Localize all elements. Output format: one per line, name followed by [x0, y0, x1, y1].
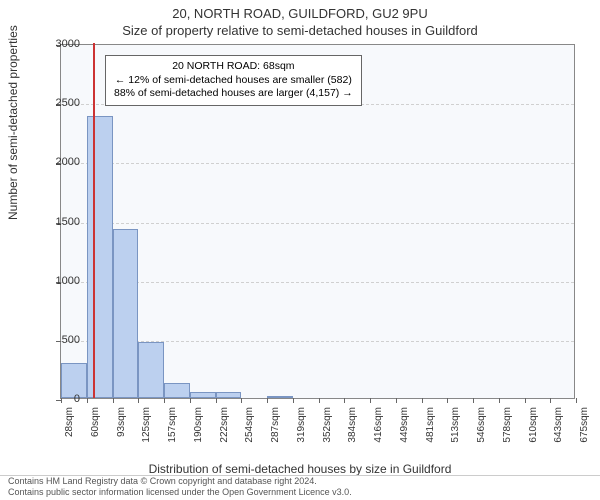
chart-title-line1: 20, NORTH ROAD, GUILDFORD, GU2 9PU	[0, 0, 600, 21]
xtick-mark	[319, 398, 320, 403]
xtick-mark	[113, 398, 114, 403]
xtick-label: 190sqm	[193, 407, 204, 457]
xtick-label: 352sqm	[322, 407, 333, 457]
xtick-mark	[216, 398, 217, 403]
property-marker-line	[93, 43, 95, 398]
chart-title-line2: Size of property relative to semi-detach…	[0, 21, 600, 38]
xtick-mark	[267, 398, 268, 403]
xtick-mark	[241, 398, 242, 403]
xtick-label: 254sqm	[244, 407, 255, 457]
annotation-box: 20 NORTH ROAD: 68sqm← 12% of semi-detach…	[105, 55, 362, 106]
histogram-bar	[216, 392, 242, 398]
xtick-label: 513sqm	[450, 407, 461, 457]
xtick-mark	[164, 398, 165, 403]
xtick-mark	[499, 398, 500, 403]
xtick-label: 578sqm	[502, 407, 513, 457]
histogram-bar	[87, 116, 113, 398]
ytick-label: 0	[40, 393, 80, 405]
xtick-label: 287sqm	[270, 407, 281, 457]
histogram-bar	[164, 383, 190, 398]
xtick-label: 60sqm	[90, 407, 101, 457]
histogram-bar	[138, 342, 164, 398]
annotation-line: 20 NORTH ROAD: 68sqm	[114, 60, 353, 74]
xtick-mark	[190, 398, 191, 403]
footer-line2: Contains public sector information licen…	[8, 487, 600, 498]
xtick-label: 93sqm	[116, 407, 127, 457]
ytick-label: 3000	[40, 38, 80, 50]
xtick-label: 157sqm	[167, 407, 178, 457]
xtick-mark	[525, 398, 526, 403]
x-axis-label: Distribution of semi-detached houses by …	[0, 462, 600, 476]
xtick-mark	[87, 398, 88, 403]
ytick-label: 2500	[40, 97, 80, 109]
annotation-line: ← 12% of semi-detached houses are smalle…	[114, 74, 353, 88]
ytick-label: 1500	[40, 216, 80, 228]
y-axis-label: Number of semi-detached properties	[6, 25, 20, 220]
xtick-mark	[293, 398, 294, 403]
xtick-mark	[576, 398, 577, 403]
annotation-line: 88% of semi-detached houses are larger (…	[114, 87, 353, 101]
xtick-mark	[396, 398, 397, 403]
ytick-label: 500	[40, 334, 80, 346]
xtick-label: 610sqm	[528, 407, 539, 457]
xtick-label: 675sqm	[579, 407, 590, 457]
xtick-label: 125sqm	[141, 407, 152, 457]
xtick-mark	[447, 398, 448, 403]
histogram-bar	[190, 392, 216, 398]
ytick-label: 1000	[40, 275, 80, 287]
xtick-label: 28sqm	[64, 407, 75, 457]
xtick-label: 481sqm	[425, 407, 436, 457]
xtick-mark	[550, 398, 551, 403]
gridline	[61, 163, 574, 164]
footer-attribution: Contains HM Land Registry data © Crown c…	[0, 476, 600, 498]
xtick-mark	[422, 398, 423, 403]
xtick-label: 416sqm	[373, 407, 384, 457]
chart-plot-area: 20 NORTH ROAD: 68sqm← 12% of semi-detach…	[60, 44, 575, 399]
ytick-label: 2000	[40, 156, 80, 168]
gridline	[61, 223, 574, 224]
footer-line1: Contains HM Land Registry data © Crown c…	[8, 476, 600, 487]
histogram-bar	[113, 229, 139, 398]
xtick-label: 449sqm	[399, 407, 410, 457]
xtick-label: 384sqm	[347, 407, 358, 457]
histogram-bar	[267, 396, 293, 398]
xtick-label: 546sqm	[476, 407, 487, 457]
xtick-label: 319sqm	[296, 407, 307, 457]
xtick-label: 222sqm	[219, 407, 230, 457]
xtick-mark	[344, 398, 345, 403]
xtick-label: 643sqm	[553, 407, 564, 457]
xtick-mark	[138, 398, 139, 403]
xtick-mark	[473, 398, 474, 403]
xtick-mark	[370, 398, 371, 403]
